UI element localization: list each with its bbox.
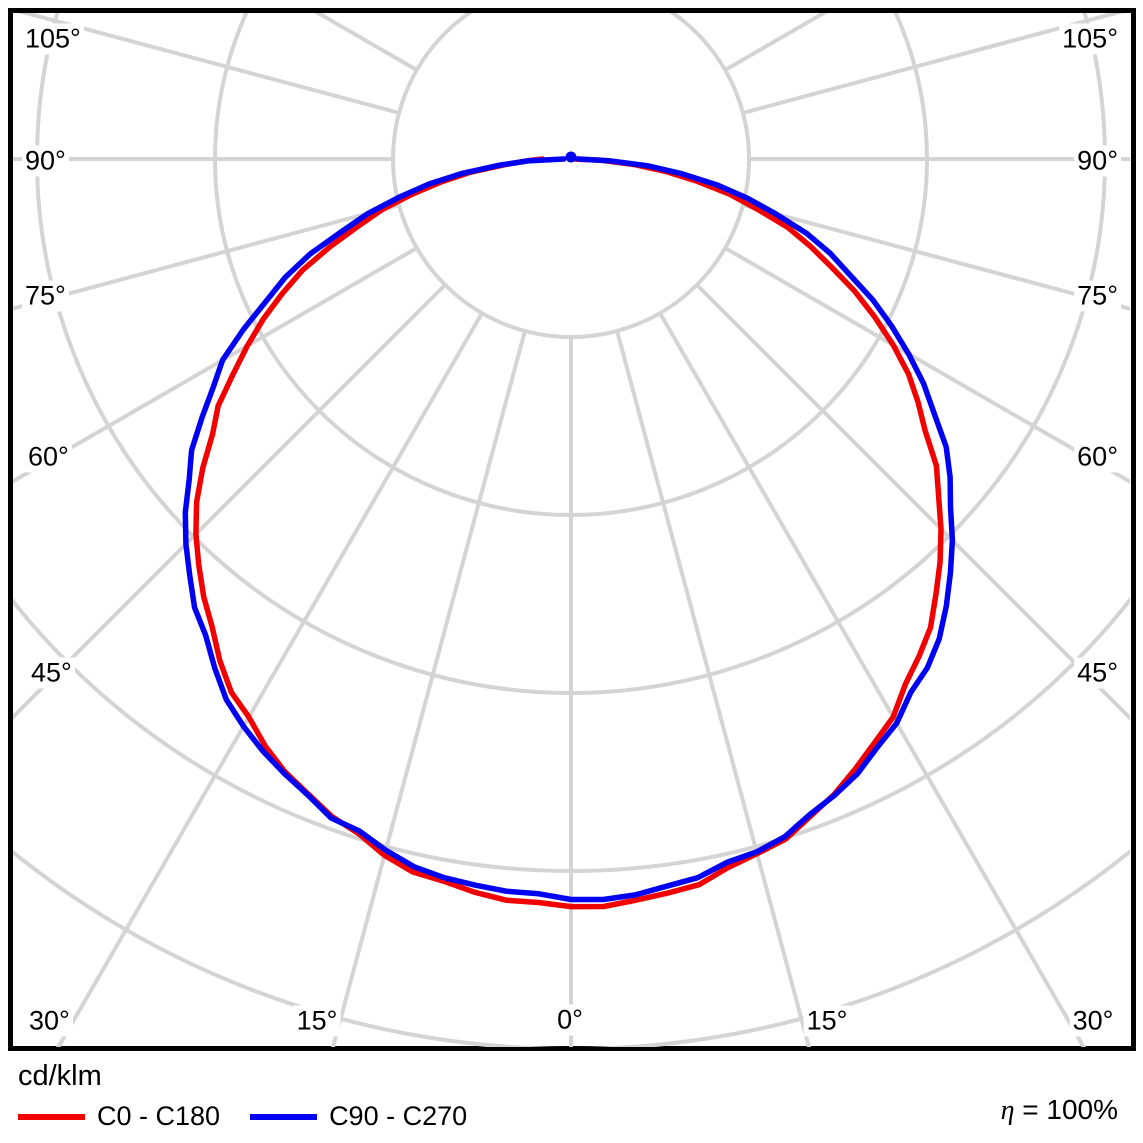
angle-label: 75°	[22, 280, 69, 312]
legend-label-c90-c270: C90 - C270	[329, 1101, 468, 1131]
angle-label: 30°	[26, 1005, 73, 1037]
curve-c90-c270	[182, 156, 956, 903]
angle-label: 45°	[28, 657, 75, 689]
angle-label: 60°	[1074, 441, 1121, 473]
angle-label: 75°	[1074, 280, 1121, 312]
angle-label: 0°	[554, 1004, 586, 1036]
legend-swatch-c90-c270	[250, 1113, 318, 1120]
angle-label: 105°	[1059, 23, 1121, 55]
angle-label: 45°	[1074, 657, 1121, 689]
angle-label: 60°	[25, 441, 72, 473]
efficiency-label: η = 100%	[1000, 1094, 1118, 1126]
efficiency-value: 100%	[1046, 1094, 1118, 1125]
curve-c0-c180	[193, 156, 944, 910]
angle-label: 15°	[293, 1005, 341, 1037]
units-label: cd/klm	[18, 1060, 102, 1092]
angle-label: 90°	[22, 145, 69, 177]
angle-label: 105°	[22, 23, 84, 55]
center-marker	[565, 151, 577, 163]
eta-symbol: η	[1000, 1095, 1015, 1126]
legend-label-c0-c180: C0 - C180	[97, 1101, 221, 1131]
angle-label: 15°	[803, 1005, 851, 1037]
angle-label: 30°	[1069, 1005, 1117, 1037]
legend-swatch-c0-c180	[18, 1113, 85, 1120]
angle-label: 90°	[1074, 145, 1121, 177]
legend: C0 - C180 C90 - C270	[18, 1101, 483, 1132]
